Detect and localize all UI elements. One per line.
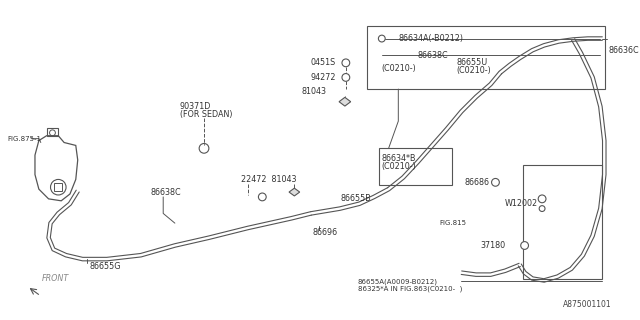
Text: (C0210-): (C0210-): [382, 64, 417, 73]
Text: 86634A(-B0212): 86634A(-B0212): [398, 34, 463, 43]
Text: 22472  81043: 22472 81043: [241, 175, 296, 184]
Text: 86325*A IN FIG.863(C0210-  ): 86325*A IN FIG.863(C0210- ): [358, 286, 462, 292]
Polygon shape: [289, 188, 300, 196]
Text: W12002: W12002: [505, 199, 538, 208]
Polygon shape: [339, 97, 351, 106]
Text: 86655G: 86655G: [90, 262, 121, 271]
Text: 86638C: 86638C: [418, 51, 449, 60]
Circle shape: [521, 242, 529, 249]
Text: 86655U: 86655U: [456, 58, 488, 67]
Bar: [54, 183, 62, 191]
Circle shape: [492, 179, 499, 186]
Text: 81043: 81043: [301, 87, 326, 97]
Text: 86686: 86686: [465, 178, 490, 187]
Text: (C0210-): (C0210-): [382, 162, 417, 171]
Circle shape: [538, 195, 546, 203]
Circle shape: [539, 206, 545, 212]
Text: (FOR SEDAN): (FOR SEDAN): [180, 110, 232, 119]
Circle shape: [259, 193, 266, 201]
Text: 0451S: 0451S: [311, 58, 336, 67]
Text: 86655B: 86655B: [340, 194, 371, 203]
Bar: [379, 148, 452, 185]
Text: A875001101: A875001101: [563, 300, 612, 308]
Circle shape: [342, 74, 349, 81]
Text: 94272: 94272: [311, 73, 337, 82]
Text: FIG.875-1: FIG.875-1: [8, 136, 42, 142]
Text: FIG.815: FIG.815: [439, 220, 466, 226]
Bar: [523, 165, 602, 279]
Text: 90371D: 90371D: [180, 102, 211, 111]
Text: 86638C: 86638C: [150, 188, 181, 196]
Text: 86655A(A0009-B0212): 86655A(A0009-B0212): [358, 278, 438, 285]
Text: FRONT: FRONT: [42, 274, 69, 283]
Text: 86696: 86696: [313, 228, 338, 237]
Text: 37180: 37180: [481, 241, 506, 250]
Text: 86634*B: 86634*B: [382, 154, 416, 163]
Text: 86636C: 86636C: [608, 46, 639, 55]
Bar: [367, 26, 605, 89]
Circle shape: [378, 35, 385, 42]
Text: (C0210-): (C0210-): [456, 66, 492, 75]
Circle shape: [342, 59, 349, 67]
